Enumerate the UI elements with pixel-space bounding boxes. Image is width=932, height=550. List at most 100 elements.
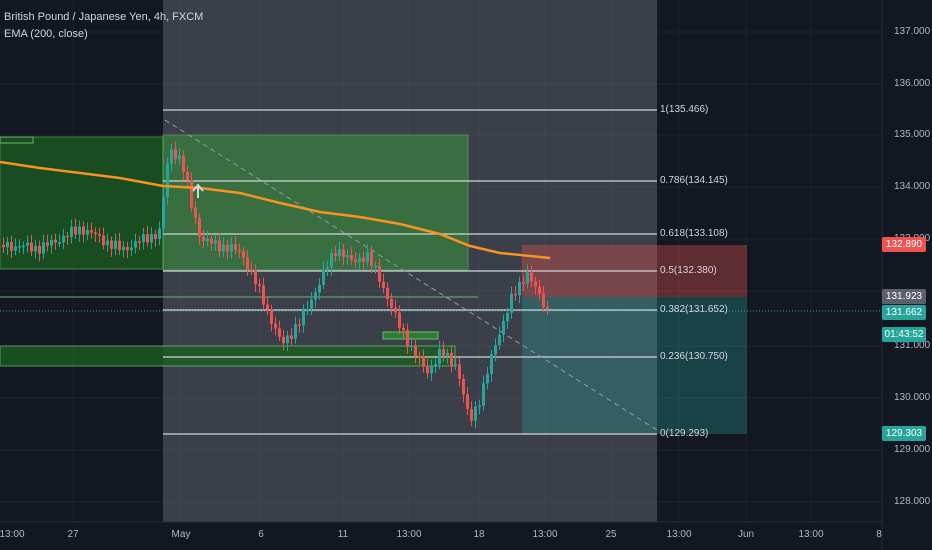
candle-body bbox=[458, 364, 461, 379]
candle-body bbox=[390, 298, 393, 308]
candle-body bbox=[518, 282, 521, 296]
indicator-legend-ema[interactable]: EMA (200, close) bbox=[4, 28, 88, 40]
support-zone-marker[interactable] bbox=[382, 331, 439, 340]
zone-marker-small[interactable] bbox=[0, 136, 34, 144]
candle-body bbox=[442, 348, 445, 356]
time-tick: 18 bbox=[473, 529, 485, 540]
candle-body bbox=[362, 257, 365, 263]
candle-body bbox=[242, 251, 245, 258]
candle-body bbox=[178, 155, 181, 160]
time-tick: 13:00 bbox=[532, 529, 558, 540]
candle-body bbox=[450, 352, 453, 366]
candle-body bbox=[18, 246, 21, 248]
candle-body bbox=[382, 281, 385, 288]
low-price-tag: 129.303 bbox=[882, 426, 926, 441]
candle-body bbox=[314, 292, 317, 300]
candle-body bbox=[454, 364, 457, 366]
demand-zone-left[interactable] bbox=[0, 136, 164, 270]
candle-body bbox=[426, 366, 429, 374]
candle-body bbox=[10, 241, 13, 251]
candle-body bbox=[438, 348, 441, 365]
price-tick: 134.000 bbox=[894, 181, 931, 192]
candle-body bbox=[542, 293, 545, 308]
price-tick: 137.000 bbox=[894, 26, 931, 37]
candle-body bbox=[282, 336, 285, 344]
time-tick: 8 bbox=[876, 529, 882, 540]
candle-body bbox=[342, 249, 345, 258]
candle-body bbox=[22, 245, 25, 248]
fib-label: 0.5(132.380) bbox=[660, 265, 717, 276]
support-zone-band[interactable] bbox=[0, 345, 456, 367]
candle-body bbox=[262, 285, 265, 305]
candle-body bbox=[354, 259, 357, 262]
candle-body bbox=[350, 254, 353, 260]
candle-body bbox=[246, 257, 249, 270]
candle-body bbox=[322, 269, 325, 285]
candle-body bbox=[474, 406, 477, 421]
candle-body bbox=[70, 226, 73, 238]
arrow-up-icon[interactable] bbox=[192, 183, 204, 198]
candle-body bbox=[414, 345, 417, 357]
candle-body bbox=[30, 242, 33, 252]
candle-body bbox=[334, 253, 337, 256]
candle-body bbox=[398, 312, 401, 328]
candle-body bbox=[42, 242, 45, 254]
candle-body bbox=[122, 246, 125, 251]
candle-body bbox=[526, 272, 529, 284]
candle-body bbox=[510, 293, 513, 313]
time-tick: 13:00 bbox=[396, 529, 422, 540]
fib-label: 0.618(133.108) bbox=[660, 228, 728, 239]
candle-body bbox=[102, 235, 105, 246]
fibonacci-retracement[interactable] bbox=[163, 109, 657, 435]
candle-body bbox=[470, 409, 473, 421]
candle-body bbox=[294, 324, 297, 339]
candle-body bbox=[394, 307, 397, 313]
candle-body bbox=[134, 241, 137, 248]
symbol-title[interactable]: British Pound / Japanese Yen, 4h, FXCM bbox=[4, 11, 204, 23]
candle-body bbox=[130, 247, 133, 251]
candle-body bbox=[162, 197, 165, 229]
candle-body bbox=[346, 254, 349, 258]
candle-body bbox=[278, 328, 281, 337]
ema-200-line[interactable] bbox=[0, 160, 551, 260]
candle-body bbox=[110, 240, 113, 249]
price-tick: 135.000 bbox=[894, 129, 931, 140]
candlestick-series[interactable] bbox=[2, 141, 549, 429]
candle-body bbox=[514, 293, 517, 296]
candle-body bbox=[534, 281, 537, 287]
candle-body bbox=[266, 304, 269, 310]
time-tick: Jun bbox=[737, 529, 755, 540]
fib-label: 1(135.466) bbox=[660, 104, 709, 115]
candle-body bbox=[174, 149, 177, 160]
candle-body bbox=[190, 180, 193, 208]
candle-body bbox=[378, 265, 381, 282]
price-tick: 136.000 bbox=[894, 78, 931, 89]
time-tick: 6 bbox=[258, 529, 264, 540]
price-tick: 130.000 bbox=[894, 392, 931, 403]
candle-body bbox=[218, 240, 221, 252]
candle-body bbox=[546, 307, 549, 309]
candle-body bbox=[146, 234, 149, 243]
fib-label: 0.786(134.145) bbox=[660, 175, 728, 186]
candle-body bbox=[370, 252, 373, 266]
time-tick: 27 bbox=[67, 529, 79, 540]
position-target-zone[interactable] bbox=[522, 297, 747, 434]
candle-body bbox=[226, 244, 229, 252]
candle-body bbox=[26, 242, 29, 246]
candle-body bbox=[270, 309, 273, 324]
demand-zone-main[interactable] bbox=[162, 134, 469, 271]
candle-body bbox=[38, 245, 41, 254]
candle-body bbox=[310, 299, 313, 309]
fib-trend-line[interactable] bbox=[164, 119, 658, 431]
candle-body bbox=[386, 287, 389, 299]
candle-body bbox=[306, 308, 309, 311]
candle-body bbox=[434, 364, 437, 366]
candle-body bbox=[274, 323, 277, 329]
fib-label: 0.236(130.750) bbox=[660, 351, 728, 362]
price-tick: 129.000 bbox=[894, 444, 931, 455]
candle-body bbox=[98, 234, 101, 236]
candle-body bbox=[258, 284, 261, 286]
candle-body bbox=[142, 234, 145, 243]
candle-body bbox=[202, 236, 205, 242]
